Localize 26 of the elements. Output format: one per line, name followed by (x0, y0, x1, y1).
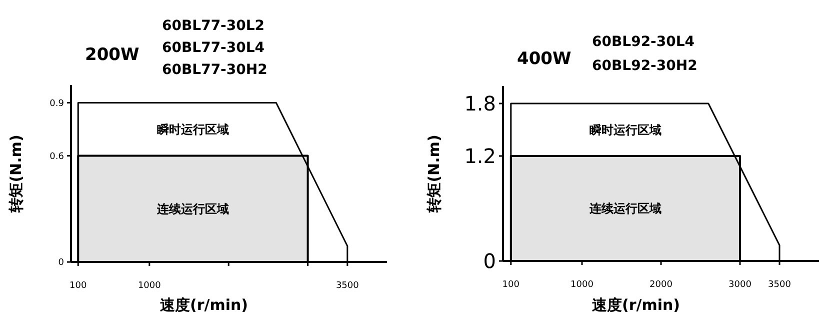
y-tick-label: 1.8 (464, 92, 496, 116)
series-label: 连续运行区域 (156, 202, 229, 216)
x-axis-title: 速度(r/min) (592, 296, 680, 314)
x-axis-title: 速度(r/min) (160, 296, 248, 314)
x-tick-label: 3000 (728, 280, 752, 290)
x-tick-label: 2000 (650, 280, 673, 290)
series-label: 瞬时运行区域 (156, 122, 229, 136)
x-tick-label: 1000 (138, 281, 162, 291)
chart-subtitle: 60BL92-30L4 60BL92-30H2 (592, 34, 698, 74)
chart-subtitle: 60BL77-30L2 60BL77-30L4 60BL77-30H2 (162, 18, 268, 78)
y-tick-label: 1.2 (464, 144, 496, 168)
y-tick-label: 0 (58, 258, 64, 268)
x-tick-label: 100 (70, 281, 87, 291)
x-tick-label: 100 (502, 280, 520, 290)
x-tick-label: 1000 (570, 280, 594, 290)
chart-title: 200W (85, 45, 140, 65)
chart-title: 400W (517, 49, 572, 69)
x-tick-label: 3500 (768, 280, 792, 290)
y-axis-title: 转矩(N.m) (7, 134, 25, 214)
y-tick-label: 0 (483, 249, 496, 274)
x-tick-label: 3500 (336, 281, 360, 291)
y-tick-label: 0.6 (50, 152, 64, 162)
y-axis-title: 转矩(N.m) (425, 134, 443, 214)
series-label: 瞬时运行区域 (589, 122, 662, 137)
series-label: 连续运行区域 (588, 202, 662, 216)
y-tick-label: 0.9 (50, 98, 64, 109)
